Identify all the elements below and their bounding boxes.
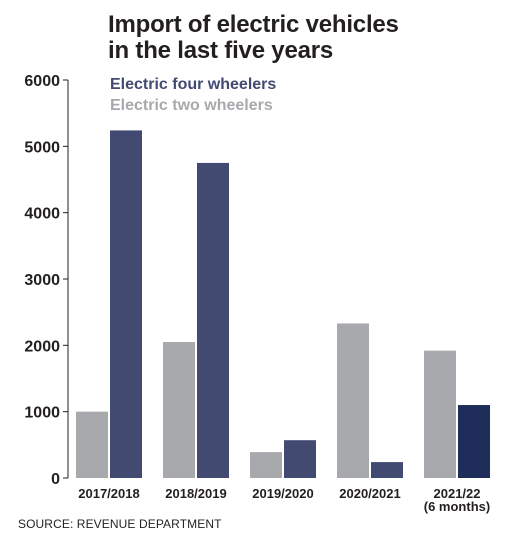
- legend-entry-four-wheelers: Electric four wheelers: [110, 76, 277, 93]
- bar-four-wheelers: [110, 130, 142, 478]
- bar-two-wheelers: [424, 350, 456, 478]
- chart-legend: Electric four wheelers Electric two whee…: [110, 74, 276, 116]
- y-tick-label: 0: [51, 471, 60, 488]
- bar-four-wheelers: [371, 462, 403, 478]
- bar-two-wheelers: [163, 342, 195, 478]
- bar-four-wheelers: [284, 440, 316, 478]
- y-tick-label: 1000: [24, 405, 60, 422]
- y-tick-label: 6000: [24, 73, 60, 90]
- bar-two-wheelers: [76, 411, 108, 478]
- chart-title-line-2: in the last five years: [108, 37, 334, 64]
- x-category-label: 2017/2018: [78, 486, 139, 501]
- bar-four-wheelers: [458, 405, 490, 478]
- y-tick-label: 2000: [24, 338, 60, 355]
- bar-two-wheelers: [337, 323, 369, 478]
- x-category-label: (6 months): [424, 499, 490, 514]
- x-category-label: 2019/2020: [252, 486, 313, 501]
- chart-title-line-1: Import of electric vehicles: [108, 11, 399, 38]
- x-category-label: 2018/2019: [165, 486, 226, 501]
- bar-four-wheelers: [197, 162, 229, 478]
- y-tick-label: 4000: [24, 206, 60, 223]
- chart-title: Import of electric vehicles in the last …: [108, 12, 508, 64]
- y-tick-label: 3000: [24, 272, 60, 289]
- x-category-label: 2020/2021: [339, 486, 400, 501]
- y-tick-label: 5000: [24, 139, 60, 156]
- source-note: SOURCE: REVENUE DEPARTMENT: [18, 517, 222, 531]
- bar-two-wheelers: [250, 452, 282, 478]
- legend-entry-two-wheelers: Electric two wheelers: [110, 97, 273, 114]
- x-category-label: 2021/22: [434, 486, 481, 501]
